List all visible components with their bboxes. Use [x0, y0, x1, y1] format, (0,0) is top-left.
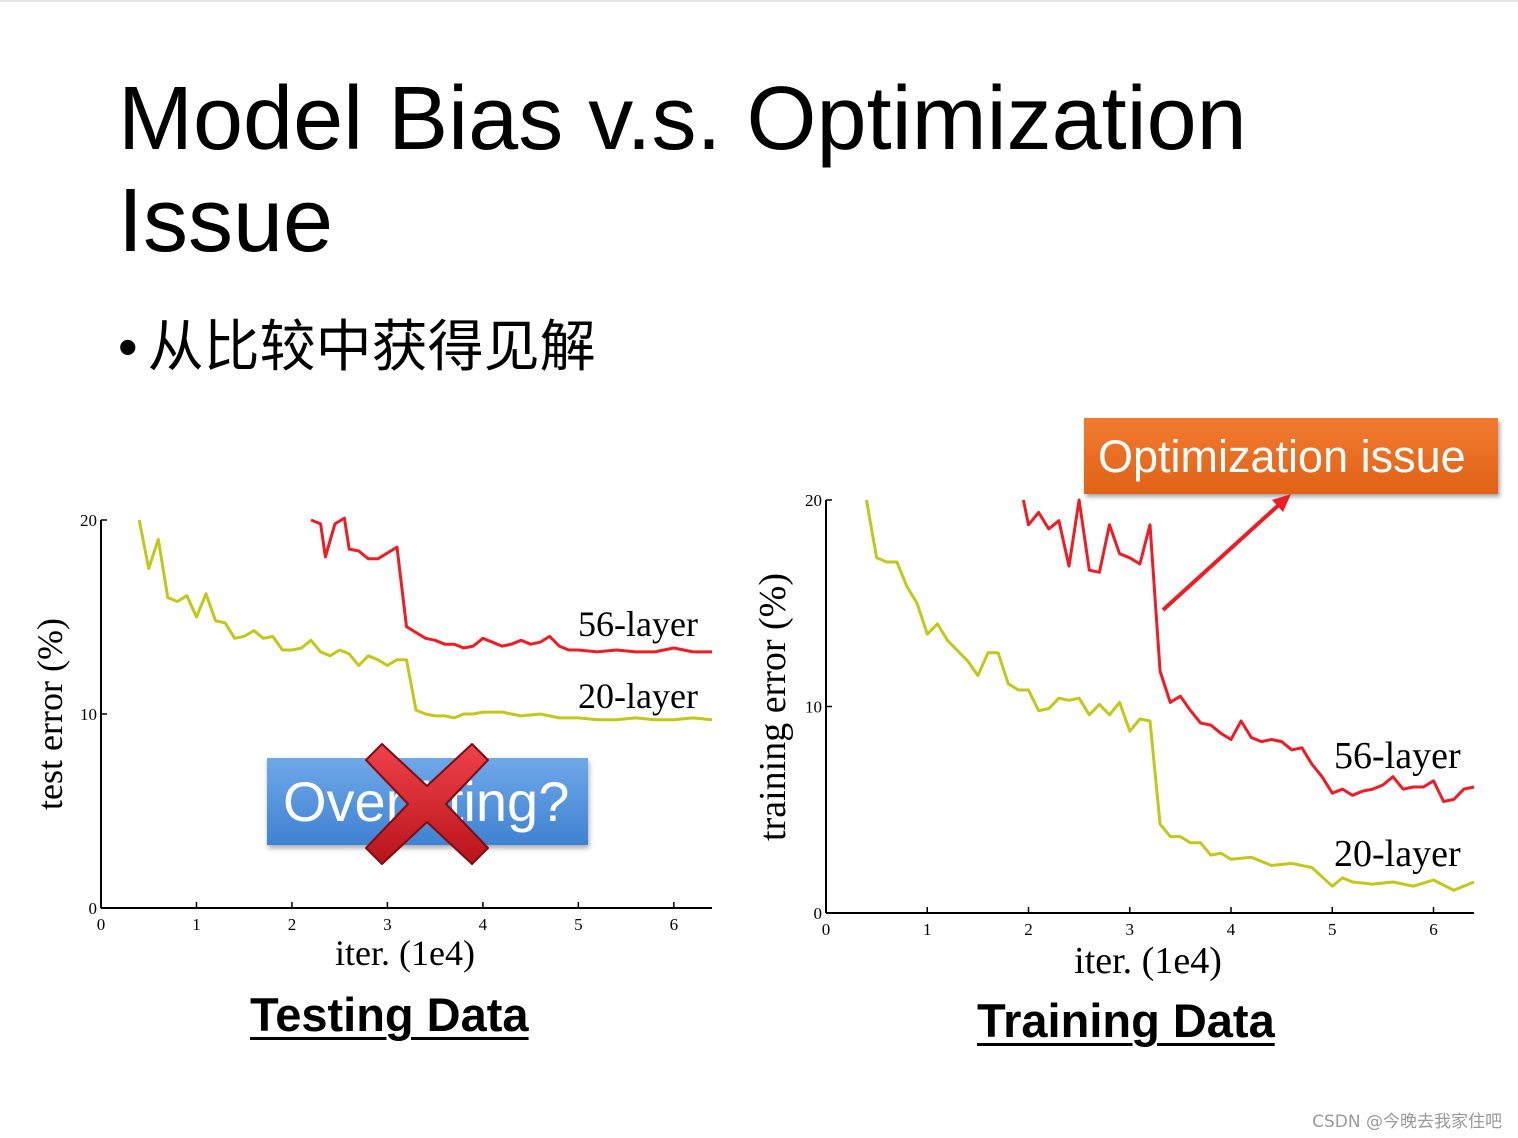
test-ytick-label: 20: [80, 511, 97, 530]
csdn-watermark: CSDN @今晚去我家住吧: [1312, 1112, 1502, 1132]
test-legend-20-layer: 20-layer: [578, 676, 698, 716]
train-chart-lines: [865, 498, 1475, 892]
test-ytick-label: 0: [89, 899, 98, 918]
training-data-caption: Training Data: [977, 994, 1275, 1047]
test-chart-xlabel: iter. (1e4): [335, 933, 475, 973]
train-legend-56-layer: 56-layer: [1334, 735, 1461, 777]
slide-title: Model Bias v.s. Optimization Issue: [118, 69, 1247, 271]
train-series-20-layer: [865, 499, 1475, 892]
train-xtick-label: 2: [1024, 920, 1033, 939]
optimization-issue-callout: Optimization issue: [1084, 418, 1498, 494]
test-chart-lines: [137, 516, 713, 722]
train-chart-ticks: 0 1 2 3 4 5 6 0 10 20: [805, 491, 1438, 939]
testing-data-caption: Testing Data: [250, 988, 529, 1041]
train-xtick-label: 6: [1429, 920, 1438, 939]
test-legend-56-layer: 56-layer: [578, 604, 698, 644]
bullet-item: • 从比较中获得见解: [118, 312, 596, 383]
test-series-56-layer: [310, 516, 712, 654]
train-chart-xlabel: iter. (1e4): [1074, 940, 1222, 982]
bullet-text: 从比较中获得见解: [147, 315, 596, 380]
bullet-dot: •: [118, 315, 138, 378]
test-xtick-label: 1: [192, 915, 201, 934]
test-chart-ticks: 0 1 2 3 4 5 6 0 10 20: [80, 511, 678, 934]
test-ytick-label: 10: [80, 705, 97, 724]
test-xtick-label: 0: [97, 915, 106, 934]
test-xtick-label: 4: [479, 915, 488, 934]
test-xtick-label: 2: [288, 915, 297, 934]
train-ytick-label: 0: [814, 904, 823, 923]
test-xtick-label: 3: [383, 915, 392, 934]
train-ytick-label: 10: [805, 698, 822, 717]
train-legend-20-layer: 20-layer: [1334, 833, 1461, 875]
train-xtick-label: 0: [822, 920, 831, 939]
red-x-icon: [365, 743, 489, 865]
test-xtick-label: 6: [670, 915, 679, 934]
train-ytick-label: 20: [805, 491, 822, 510]
test-chart-ylabel: test error (%): [30, 618, 70, 810]
top-divider: [0, 0, 1518, 2]
train-xtick-label: 1: [923, 920, 932, 939]
train-xtick-label: 5: [1328, 920, 1337, 939]
train-xtick-label: 4: [1227, 920, 1236, 939]
train-series-56-layer: [1021, 498, 1475, 803]
test-xtick-label: 5: [574, 915, 583, 934]
train-xtick-label: 3: [1126, 920, 1135, 939]
test-series-20-layer: [137, 519, 713, 722]
train-chart-ylabel: training error (%): [752, 573, 794, 841]
